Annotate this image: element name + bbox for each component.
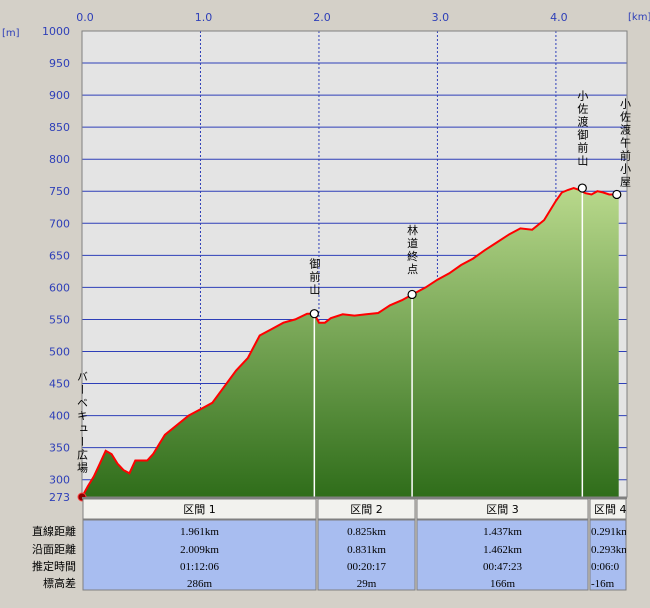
section-values: 0.825km 0.831km 00:20:17 29m [347, 526, 387, 590]
section-header-label: 区間 4 [594, 503, 627, 516]
section-values: 1.961km 2.009km 01:12:06 286m [180, 526, 220, 590]
waypoint-label: 小佐渡午前小屋 [619, 98, 632, 189]
y-tick-label: 1000 [42, 25, 70, 38]
waypoint-marker [577, 183, 587, 193]
row-label: 直線距離 [32, 524, 76, 538]
waypoint-label: 小佐渡御前山 [576, 90, 589, 168]
row-label: 推定時間 [32, 559, 76, 573]
section-header-cell [82, 498, 317, 520]
elevation-area [82, 188, 619, 497]
section-value: 2.009km [180, 544, 219, 556]
row-label: 沿面距離 [32, 542, 76, 556]
waypoint-markers [77, 183, 622, 502]
y-tick-label: 273 [49, 491, 70, 504]
section-value: 0.291km [591, 526, 630, 538]
waypoint-labels: バーベキュー広場 御前山 林道終点 小佐渡御前山 小佐渡午前小屋 [76, 90, 632, 475]
section-value: 1.961km [180, 526, 219, 538]
section-value: 0.831km [347, 544, 386, 556]
section-header-cell [416, 498, 589, 520]
section-values: 1.437km 1.462km 00:47:23 166m [483, 526, 523, 590]
y-tick-label: 850 [49, 121, 70, 134]
section-value: 0.293km [591, 544, 630, 556]
section-header-label: 区間 1 [183, 503, 216, 516]
section-value-cell [416, 519, 589, 591]
waypoint-marker [612, 189, 622, 200]
section-value: 0:06:0 [591, 561, 620, 573]
row-label: 標高差 [43, 576, 76, 590]
x-tick-label: 0.0 [76, 11, 94, 24]
waypoint-label: 林道終点 [406, 223, 419, 276]
waypoint-marker [309, 309, 319, 319]
elevation-line [82, 186, 619, 497]
y-unit-label: [m] [2, 28, 20, 39]
y-tick-label: 300 [49, 474, 70, 487]
section-value: 166m [490, 578, 516, 590]
section-value: 1.437km [483, 526, 522, 538]
section-value: 0.825km [347, 526, 386, 538]
y-tick-label: 450 [49, 378, 70, 391]
y-tick-label: 550 [49, 313, 70, 326]
section-lines [313, 188, 584, 497]
y-tick-label: 950 [49, 57, 70, 70]
table-top-border [82, 497, 627, 499]
waypoint-label: 御前山 [308, 256, 321, 296]
y-tick-label: 350 [49, 442, 70, 455]
section-value-cell [589, 519, 627, 591]
y-tick-label: 700 [49, 217, 70, 230]
section-header-label: 区間 3 [486, 503, 519, 516]
section-header-cell [589, 498, 627, 520]
section-header-cell [317, 498, 416, 520]
y-tick-label: 600 [49, 281, 70, 294]
waypoint-label: バーベキュー広場 [76, 371, 89, 475]
x-tick-label: 1.0 [195, 11, 213, 24]
section-value: 1.462km [483, 544, 522, 556]
x-tick-label: 4.0 [550, 11, 568, 24]
section-header-label: 区間 2 [350, 503, 383, 516]
section-value-cell [317, 519, 416, 591]
y-tick-label: 500 [49, 345, 70, 358]
section-value: 29m [357, 578, 377, 590]
section-value: 00:20:17 [347, 561, 387, 573]
y-tick-label: 750 [49, 185, 70, 198]
section-table: 区間 1 1.961km 2.009km 01:12:06 286m 区間 2 0.825k… [32, 497, 630, 591]
y-tick-label: 900 [49, 89, 70, 102]
section-value-cell [82, 519, 317, 591]
y-tick-label: 400 [49, 410, 70, 423]
section-values: 0.291km 0.293km 0:06:0 -16m [591, 526, 630, 590]
x-tick-label: 2.0 [313, 11, 331, 24]
section-value: 286m [187, 578, 213, 590]
x-unit-label: [km] [628, 12, 650, 23]
x-tick-labels: 0.0 1.0 2.0 3.0 4.0 [76, 11, 567, 24]
section-value: 00:47:23 [483, 561, 523, 573]
y-tick-label: 650 [49, 249, 70, 262]
y-tick-label: 800 [49, 153, 70, 166]
y-tick-labels: 1000 950 900 850 800 750 700 650 600 550 500 450 400… [42, 25, 70, 504]
x-tick-label: 3.0 [432, 11, 450, 24]
waypoint-marker [407, 289, 417, 300]
section-value: -16m [591, 578, 615, 590]
section-value: 01:12:06 [180, 561, 220, 573]
